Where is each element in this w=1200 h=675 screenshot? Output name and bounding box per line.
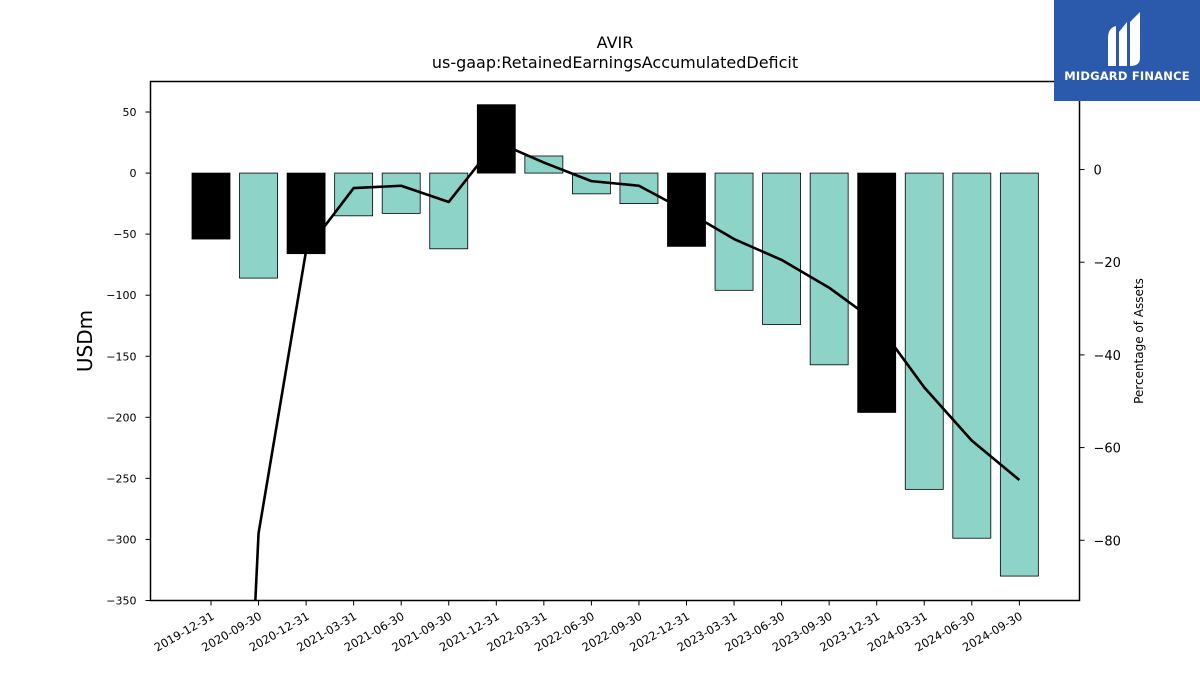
bar-2023-12-31 (857, 172, 897, 413)
plot-frame (149, 80, 1081, 602)
y2-tick-label: −80 (1094, 534, 1121, 549)
y-tick-label: 0 (130, 167, 137, 180)
y2-axis: 0 −20 −40 −60 −80 (1079, 164, 1121, 549)
y-axis: 50 0 −50 −100 −150 −200 −250 −300 −350 (106, 106, 151, 608)
y-tick-label: −350 (106, 595, 136, 608)
y2-tick-label: 0 (1094, 164, 1102, 179)
bar-2022-12-31 (667, 172, 706, 247)
y2-tick-label: −60 (1094, 442, 1121, 457)
bar-2024-06-30 (952, 172, 992, 539)
logo-brand-text: MIDGARD FINANCE (1064, 69, 1190, 83)
bars-group (191, 104, 1039, 577)
bar-2021-03-31 (334, 172, 374, 217)
midgard-m-logo-icon (1108, 12, 1140, 66)
bar-2019-12-31 (191, 172, 231, 240)
bar-2020-12-31 (286, 172, 326, 255)
chart-subtitle: us-gaap:RetainedEarningsAccumulatedDefic… (432, 53, 798, 72)
percentage-line-group (254, 140, 1021, 601)
bar-2022-09-30 (619, 172, 659, 205)
bar-2023-09-30 (809, 172, 849, 366)
x-axis: 2019-12-312020-09-302020-12-312021-03-31… (152, 600, 1025, 655)
bar-2022-03-31 (524, 155, 564, 174)
bar-2021-06-30 (381, 172, 421, 214)
y2-tick-label: −40 (1094, 349, 1121, 364)
y-tick-label: −50 (113, 228, 136, 241)
bar-2023-06-30 (762, 172, 801, 325)
y-tick-label: 50 (123, 106, 137, 119)
chart-title: AVIR (597, 33, 634, 52)
midgard-finance-logo: MIDGARD FINANCE (1054, 0, 1200, 101)
percentage-of-assets-line (254, 140, 1021, 601)
bar-2020-09-30 (239, 172, 278, 279)
y-axis-label: USDm (73, 310, 97, 372)
y-tick-label: −200 (106, 411, 136, 424)
bar-2024-03-31 (904, 172, 944, 490)
y-tick-label: −150 (106, 350, 136, 363)
bar-2021-12-31 (476, 104, 516, 174)
y2-axis-label: Percentage of Assets (1132, 278, 1146, 404)
y-tick-label: −300 (106, 533, 136, 546)
y-tick-label: −100 (106, 289, 136, 302)
y2-tick-label: −20 (1094, 256, 1121, 271)
y-tick-label: −250 (106, 472, 136, 485)
bar-2024-09-30 (999, 172, 1039, 577)
